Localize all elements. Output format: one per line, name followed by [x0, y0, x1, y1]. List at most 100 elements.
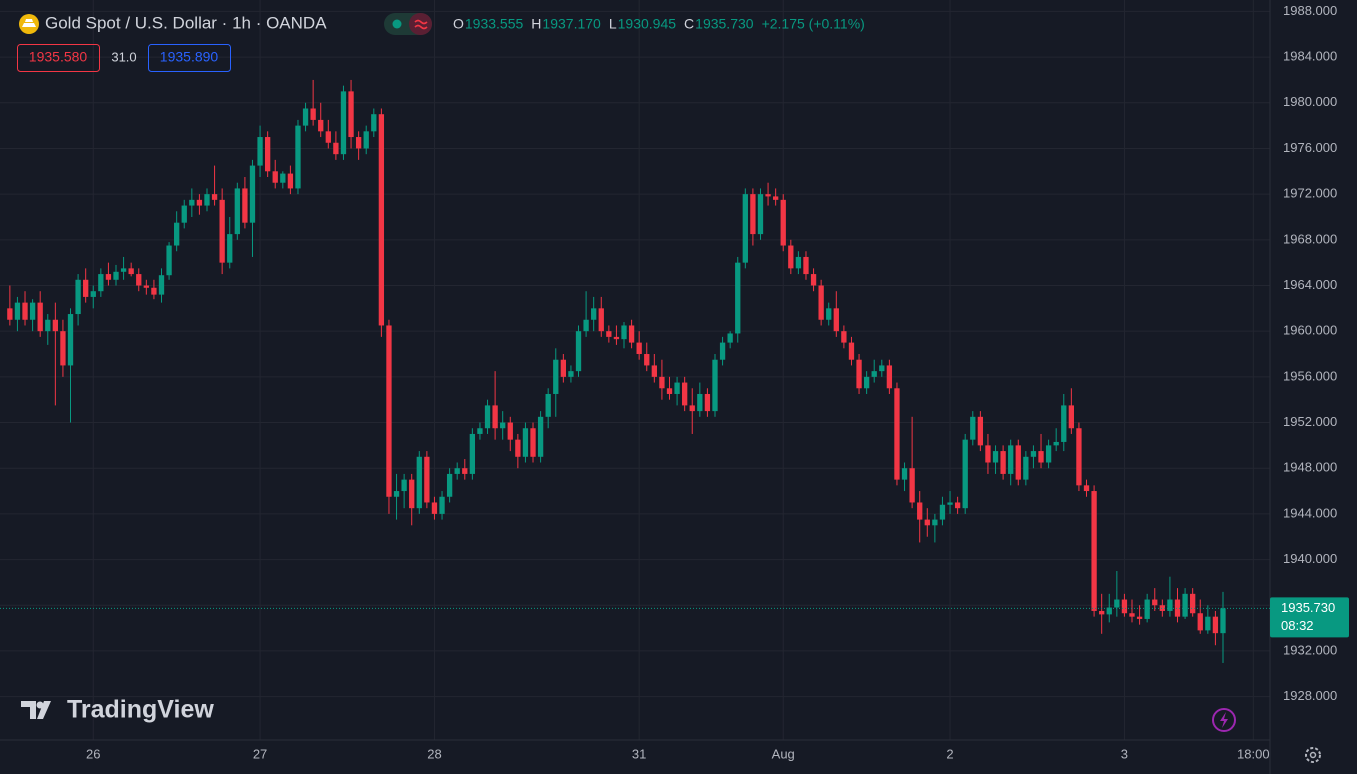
- candle-body: [1068, 405, 1075, 429]
- candle-body: [803, 256, 809, 275]
- y-tick-label: 1980.000: [1283, 94, 1337, 109]
- candle-body: [158, 275, 165, 295]
- candle-body: [302, 108, 309, 126]
- candle-body: [1099, 610, 1105, 615]
- y-tick-label: 1988.000: [1283, 3, 1337, 18]
- candle-body: [1174, 599, 1181, 617]
- price-tag: 1935.730 08:32: [0, 597, 1349, 638]
- candle-body: [871, 371, 877, 377]
- candle-body: [659, 376, 665, 389]
- delay-pill[interactable]: [409, 13, 432, 35]
- candle-body: [462, 468, 468, 474]
- settings-button[interactable]: [1305, 747, 1321, 763]
- candle-body: [409, 479, 415, 509]
- candle-body: [985, 445, 991, 463]
- candle-body: [166, 245, 172, 276]
- candle-body: [583, 319, 589, 332]
- price-tag-box: [1270, 597, 1349, 638]
- candle-body: [719, 342, 726, 360]
- candle-body: [863, 376, 870, 389]
- x-tick-label: Aug: [772, 746, 795, 761]
- candle-body: [666, 388, 673, 394]
- legend-key: H: [531, 16, 541, 32]
- candle-body: [712, 359, 718, 412]
- candle-body: [181, 205, 187, 223]
- candle-body: [848, 342, 855, 360]
- candle-body: [318, 119, 324, 132]
- legend-value: 1933.555: [465, 16, 524, 32]
- candle-body: [568, 371, 574, 377]
- candle-body: [1114, 599, 1120, 608]
- candle-body: [947, 502, 953, 505]
- candle-body: [1038, 451, 1044, 463]
- candle-body: [355, 137, 362, 149]
- candle-body: [962, 439, 968, 509]
- candle-body: [1129, 613, 1135, 617]
- candle-body: [621, 325, 627, 340]
- x-tick-label: 2: [946, 746, 953, 761]
- candle-body: [52, 319, 59, 332]
- candle-body: [841, 331, 847, 343]
- candle-body: [1083, 485, 1090, 492]
- candle-body: [795, 256, 802, 269]
- candle-body: [1205, 616, 1211, 631]
- x-tick-label: 3: [1121, 746, 1128, 761]
- x-tick-label: 27: [253, 746, 267, 761]
- symbol-icon-glyph: [22, 19, 36, 27]
- ohlc-legend: O 1933.555 H 1937.170 L 1930.945 C 1935.730 +2.1…: [453, 16, 865, 32]
- candle-body: [378, 114, 385, 326]
- alert-button[interactable]: [1212, 708, 1236, 732]
- candle-body: [1106, 607, 1112, 615]
- candle-body: [1053, 441, 1059, 446]
- ask-box[interactable]: [148, 44, 231, 72]
- candle-body: [1136, 616, 1143, 619]
- bid-box[interactable]: [17, 44, 100, 72]
- candle-body: [1030, 451, 1037, 457]
- candle-body: [1076, 428, 1082, 486]
- candle-body: [151, 287, 157, 295]
- candle-body: [29, 302, 36, 320]
- candle-body: [280, 173, 286, 183]
- candle-body: [469, 433, 476, 474]
- y-tick-label: 1932.000: [1283, 642, 1337, 657]
- candle-body: [917, 502, 923, 520]
- price-tag-label: 1935.730: [1281, 600, 1335, 615]
- delay-icon: [414, 19, 428, 30]
- chart-title[interactable]: Gold Spot / U.S. Dollar · 1h · OANDA: [45, 13, 327, 32]
- candle-body: [439, 496, 445, 514]
- candle-body: [234, 188, 240, 235]
- candle-body: [704, 393, 711, 412]
- candle-body: [75, 279, 81, 315]
- candle-body: [90, 291, 96, 297]
- candle-body: [128, 268, 134, 275]
- candle-body: [1015, 445, 1021, 480]
- candle-body: [204, 194, 210, 206]
- candle-body: [98, 274, 104, 292]
- y-tick-label: 1952.000: [1283, 414, 1337, 429]
- candle-body: [879, 365, 885, 372]
- logo-text[interactable]: TradingView: [67, 696, 214, 724]
- candle-body: [575, 331, 582, 372]
- candle-body: [970, 416, 976, 440]
- y-tick-label: 1928.000: [1283, 688, 1337, 703]
- y-tick-label: 1964.000: [1283, 277, 1337, 292]
- candle-body: [727, 333, 733, 343]
- candle-body: [598, 308, 604, 332]
- y-tick-label: 1940.000: [1283, 551, 1337, 566]
- candle-body: [333, 142, 339, 155]
- candle-body: [901, 468, 908, 480]
- candle-body: [818, 285, 824, 320]
- price-tag-countdown: 08:32: [1281, 618, 1314, 633]
- alert-icon: [1220, 712, 1228, 728]
- candle-body: [60, 331, 66, 366]
- candle-body: [1182, 593, 1188, 617]
- candle-body: [105, 274, 112, 280]
- candle-body: [833, 308, 839, 332]
- candle-body: [1121, 599, 1128, 614]
- candle-body: [674, 382, 680, 394]
- candle-body: [211, 194, 218, 200]
- candle-body: [363, 131, 369, 149]
- candle-body: [606, 331, 612, 337]
- candle-body: [1008, 445, 1014, 474]
- candle-body: [1061, 405, 1067, 442]
